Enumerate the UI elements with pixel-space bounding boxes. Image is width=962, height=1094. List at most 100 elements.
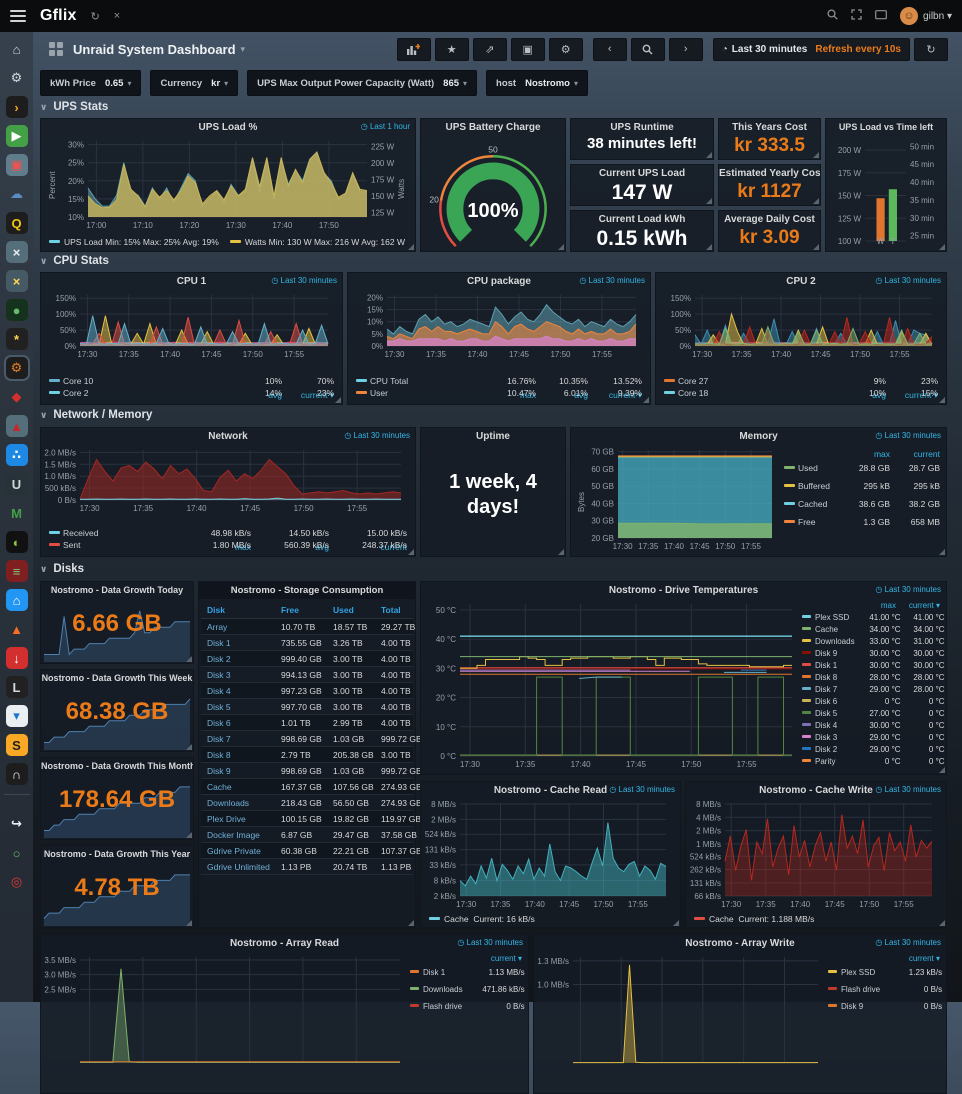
resize-handle[interactable] — [706, 152, 712, 158]
sidebar-app-icon[interactable]: ↪ — [11, 816, 22, 831]
resize-handle[interactable] — [939, 549, 945, 555]
sidebar-app-icon[interactable]: ▲ — [10, 621, 23, 637]
panel-title[interactable]: Nostromo - Array Read — [229, 938, 340, 949]
series-name[interactable]: Disk 8 — [815, 673, 838, 682]
panel-time-range[interactable]: ◷ Last 30 minutes — [875, 785, 941, 794]
sidebar-app-icon[interactable]: ▶ — [5, 125, 28, 147]
cell-disk[interactable]: Gdrive Private — [207, 845, 261, 856]
panel-title[interactable]: CPU 2 — [786, 276, 816, 287]
resize-handle[interactable] — [408, 549, 414, 555]
sidebar-app-icon[interactable]: ◎ — [10, 874, 23, 889]
resize-handle[interactable] — [813, 152, 819, 158]
time-range-picker[interactable]: ◔ Last 30 minutes Refresh every 10s — [712, 37, 910, 61]
legend-col-current[interactable]: current ▾ — [908, 954, 940, 963]
table-row[interactable]: Disk 6 1.01 TB 2.99 TB 4.00 TB — [201, 715, 413, 731]
sidebar-app-icon[interactable]: ◐ — [5, 531, 28, 553]
panel-time-range[interactable]: ◷ Last 30 minutes — [344, 431, 410, 440]
panel-title[interactable]: UPS Runtime — [610, 122, 674, 133]
series-name[interactable]: Downloads — [815, 637, 855, 646]
sidebar-app-icon[interactable]: ● — [5, 299, 28, 321]
sidebar-app-icon[interactable]: ⌂ — [12, 41, 21, 57]
series-name[interactable]: Sent — [63, 540, 81, 550]
series-name[interactable]: Buffered — [798, 481, 830, 491]
series-name[interactable]: Disk 9 — [815, 649, 838, 658]
series-name[interactable]: Disk 1 — [423, 968, 446, 977]
sidebar-app-icon[interactable]: ∩ — [5, 763, 28, 785]
legend-col-max[interactable]: max — [873, 449, 890, 459]
panel-title[interactable]: Nostromo - Drive Temperatures — [608, 585, 759, 596]
sidebar-app-icon[interactable]: ∴ — [5, 444, 28, 466]
legend-col-current[interactable]: current ▾ — [908, 601, 940, 610]
panel-time-range[interactable]: ◷ Last 30 minutes — [875, 431, 941, 440]
legend-col-avg[interactable]: avg — [574, 390, 588, 400]
panel-title[interactable]: This Years Cost — [732, 122, 807, 133]
panel-title[interactable]: Nostromo - Data Growth This Month — [41, 761, 193, 771]
dashboard-grid-icon[interactable] — [49, 42, 63, 56]
table-row[interactable]: Downloads 218.43 GB 56.50 GB 274.93 GB — [201, 795, 422, 811]
sidebar-app-icon[interactable]: ○ — [12, 845, 21, 861]
series-name[interactable]: Plex SSD — [841, 968, 876, 977]
resize-handle[interactable] — [186, 832, 192, 838]
panel-time-range[interactable]: ◷ Last 30 minutes — [875, 276, 941, 285]
user-menu[interactable]: gilbn ▾ — [923, 11, 952, 22]
table-row[interactable]: Gdrive Private 60.38 GB 22.21 GB 107.37 … — [201, 843, 422, 859]
series-name[interactable]: Disk 1 — [815, 661, 838, 670]
series-name[interactable]: Free — [798, 517, 816, 527]
panel-time-range[interactable]: ◷ Last 30 minutes — [609, 785, 675, 794]
col-total[interactable]: Total — [381, 605, 401, 615]
cell-disk[interactable]: Disk 6 — [207, 717, 231, 728]
sidebar-app-icon[interactable]: U — [5, 473, 28, 495]
resize-handle[interactable] — [408, 244, 414, 250]
series-name[interactable]: Plex SSD — [815, 613, 850, 622]
fullscreen-icon[interactable] — [851, 9, 862, 23]
series-name[interactable]: Disk 3 — [815, 733, 838, 742]
sidebar-app-icon[interactable]: ↓ — [5, 647, 28, 669]
resize-handle[interactable] — [408, 920, 414, 926]
sidebar-app-icon[interactable]: Q — [5, 212, 28, 234]
panel-title[interactable]: Nostromo - Data Growth This Week — [41, 673, 193, 683]
panel-title[interactable]: UPS Load % — [198, 122, 258, 133]
table-row[interactable]: Disk 4 997.23 GB 3.00 TB 4.00 TB — [201, 683, 413, 699]
cell-disk[interactable]: Disk 9 — [207, 765, 231, 776]
panel-title[interactable]: Nostromo - Cache Write — [759, 785, 873, 796]
cell-disk[interactable]: Downloads — [207, 797, 250, 808]
resize-handle[interactable] — [186, 920, 192, 926]
sidebar-app-icon[interactable]: ▲ — [5, 415, 28, 437]
series-name[interactable]: Core 2 — [63, 388, 89, 398]
legend-col-avg[interactable]: avg — [315, 542, 329, 552]
col-free[interactable]: Free — [281, 605, 299, 615]
cell-disk[interactable]: Disk 5 — [207, 701, 231, 712]
panel-title[interactable]: Uptime — [476, 431, 510, 442]
resize-handle[interactable] — [558, 244, 564, 250]
variable-dropdown[interactable]: UPS Max Output Power Capacity (Watt) 865… — [247, 70, 478, 96]
resize-handle[interactable] — [706, 244, 712, 250]
legend-col-avg[interactable]: avg — [872, 390, 886, 400]
legend-cache-write[interactable]: Cache Current: 1.188 MB/s — [694, 914, 814, 924]
sidebar-app-icon[interactable]: ▾ — [5, 705, 28, 727]
refresh-tab-icon[interactable]: ↻ — [90, 10, 100, 23]
panel-title[interactable]: UPS Load vs Time left — [838, 122, 934, 132]
panel-time-range[interactable]: ◷ Last 30 minutes — [457, 938, 523, 947]
cell-disk[interactable]: Disk 2 — [207, 653, 231, 664]
legend-ups-load[interactable]: UPS Load Min: 15% Max: 25% Avg: 19% — [49, 237, 219, 247]
legend-col-max[interactable]: max — [880, 601, 896, 610]
resize-handle[interactable] — [643, 397, 649, 403]
avatar[interactable]: ☺ — [900, 7, 919, 25]
variable-value[interactable]: kr — [211, 77, 221, 89]
cell-disk[interactable]: Disk 4 — [207, 685, 231, 696]
variable-dropdown[interactable]: host Nostromo ▾ — [486, 70, 588, 96]
resize-handle[interactable] — [186, 744, 192, 750]
panel-title[interactable]: Current UPS Load — [598, 168, 686, 179]
panel-title[interactable]: Nostromo - Array Write — [685, 938, 795, 949]
menu-icon[interactable] — [10, 10, 26, 22]
variable-dropdown[interactable]: kWh Price 0.65 ▾ — [40, 70, 142, 96]
sidebar-app-icon[interactable]: × — [5, 270, 28, 292]
table-row[interactable]: Disk 2 999.40 GB 3.00 TB 4.00 TB — [201, 651, 413, 667]
sidebar-app-icon[interactable]: › — [5, 96, 28, 118]
dashboard-caret-icon[interactable]: ▾ — [240, 43, 246, 54]
series-name[interactable]: Disk 9 — [841, 1002, 864, 1011]
sidebar-app-icon[interactable]: * — [5, 328, 28, 350]
series-name[interactable]: CPU Total — [370, 376, 409, 386]
panel-time-range[interactable]: ◷ Last 30 minutes — [875, 938, 941, 947]
cell-disk[interactable]: Disk 3 — [207, 669, 231, 680]
